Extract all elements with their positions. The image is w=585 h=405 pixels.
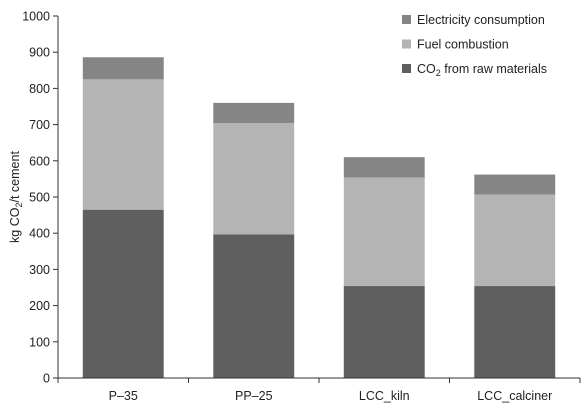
bar-segment-electricity-consumption bbox=[213, 102, 295, 124]
y-tick-label: 900 bbox=[29, 46, 50, 60]
bar-segment-co2-from-raw-materials bbox=[343, 286, 425, 378]
y-axis-title: kg CO2/t cement bbox=[8, 151, 24, 243]
bar-segment-co2-from-raw-materials bbox=[82, 209, 164, 378]
y-tick-label: 800 bbox=[29, 82, 50, 96]
bars-layer bbox=[82, 57, 556, 378]
x-tick-label: LCC_kiln bbox=[359, 389, 410, 403]
bar-segment-fuel-combustion bbox=[82, 79, 164, 210]
y-tick-label: 400 bbox=[29, 227, 50, 241]
bar-segment-fuel-combustion bbox=[343, 177, 425, 287]
y-axis-ticks: 0 100 200 300 400 500 600 700 800 900 1000 bbox=[22, 10, 58, 386]
y-tick-label: 1000 bbox=[22, 10, 50, 24]
x-tick-label: LCC_calciner bbox=[477, 389, 552, 403]
legend-label-co2-from-raw-materials: CO2 from raw materials bbox=[417, 62, 547, 78]
y-tick-label: 0 bbox=[43, 372, 50, 386]
x-axis-ticks: P–35 PP–25 LCC_kiln LCC_calciner bbox=[57, 378, 581, 403]
bar-segment-electricity-consumption bbox=[343, 157, 425, 178]
bar-segment-co2-from-raw-materials bbox=[474, 286, 556, 378]
bar-segment-co2-from-raw-materials bbox=[213, 234, 295, 378]
y-tick-label: 100 bbox=[29, 335, 50, 349]
legend-swatch-co2-from-raw-materials bbox=[402, 64, 411, 73]
bar-segment-fuel-combustion bbox=[474, 194, 556, 287]
bar-segment-electricity-consumption bbox=[474, 174, 556, 195]
y-tick-label: 600 bbox=[29, 154, 50, 168]
y-tick-label: 700 bbox=[29, 118, 50, 132]
y-tick-label: 500 bbox=[29, 191, 50, 205]
legend-swatch-electricity-consumption bbox=[402, 15, 411, 24]
y-tick-label: 200 bbox=[29, 299, 50, 313]
legend-label-fuel-combustion: Fuel combustion bbox=[417, 38, 509, 52]
legend-label-electricity-consumption: Electricity consumption bbox=[417, 13, 545, 27]
y-tick-label: 300 bbox=[29, 263, 50, 277]
legend-swatch-fuel-combustion bbox=[402, 39, 411, 49]
bar-segment-fuel-combustion bbox=[213, 123, 295, 235]
bar-segment-electricity-consumption bbox=[82, 57, 164, 80]
x-tick-label: PP–25 bbox=[235, 389, 273, 403]
legend: Electricity consumption Fuel combustion CO… bbox=[402, 13, 547, 78]
x-tick-label: P–35 bbox=[109, 389, 138, 403]
